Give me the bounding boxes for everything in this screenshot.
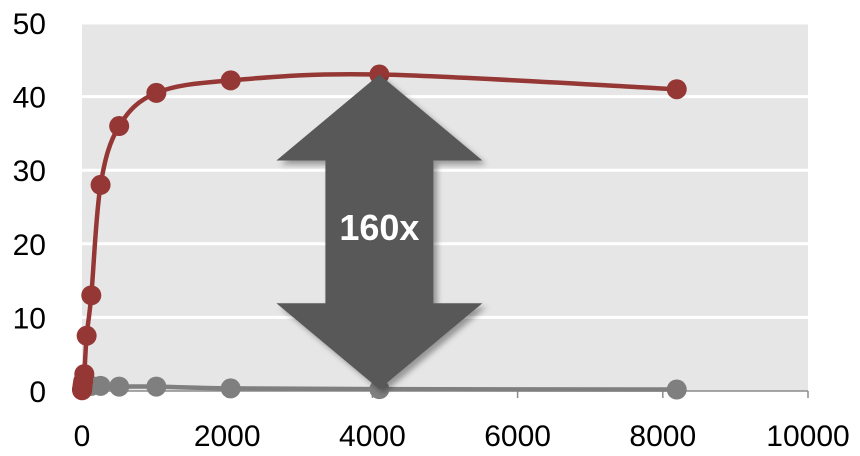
data-point <box>220 70 241 91</box>
series-0 <box>72 64 687 401</box>
data-point <box>90 174 111 195</box>
y-tick-label: 20 <box>13 229 46 262</box>
double-arrow <box>276 74 483 390</box>
x-tick-label: 4000 <box>339 420 406 453</box>
annotation-label: 160x <box>339 207 419 248</box>
data-point <box>74 364 95 385</box>
data-point <box>109 376 130 397</box>
y-tick-label: 10 <box>13 302 46 335</box>
x-tick-label: 6000 <box>484 420 551 453</box>
x-tick-label: 2000 <box>194 420 261 453</box>
data-point <box>666 379 687 400</box>
y-tick-label: 0 <box>29 376 46 409</box>
x-tick-label: 10000 <box>766 420 849 453</box>
data-point <box>220 378 241 399</box>
y-tick-label: 40 <box>13 82 46 115</box>
y-tick-label: 50 <box>13 8 46 41</box>
data-point <box>81 285 102 306</box>
data-point <box>666 79 687 100</box>
data-point <box>146 376 167 397</box>
data-point <box>90 375 111 396</box>
x-tick-label: 0 <box>74 420 91 453</box>
data-point <box>76 325 97 346</box>
y-tick-label: 30 <box>13 155 46 188</box>
data-point <box>146 82 167 103</box>
x-tick-label: 8000 <box>629 420 696 453</box>
data-point <box>109 116 130 137</box>
